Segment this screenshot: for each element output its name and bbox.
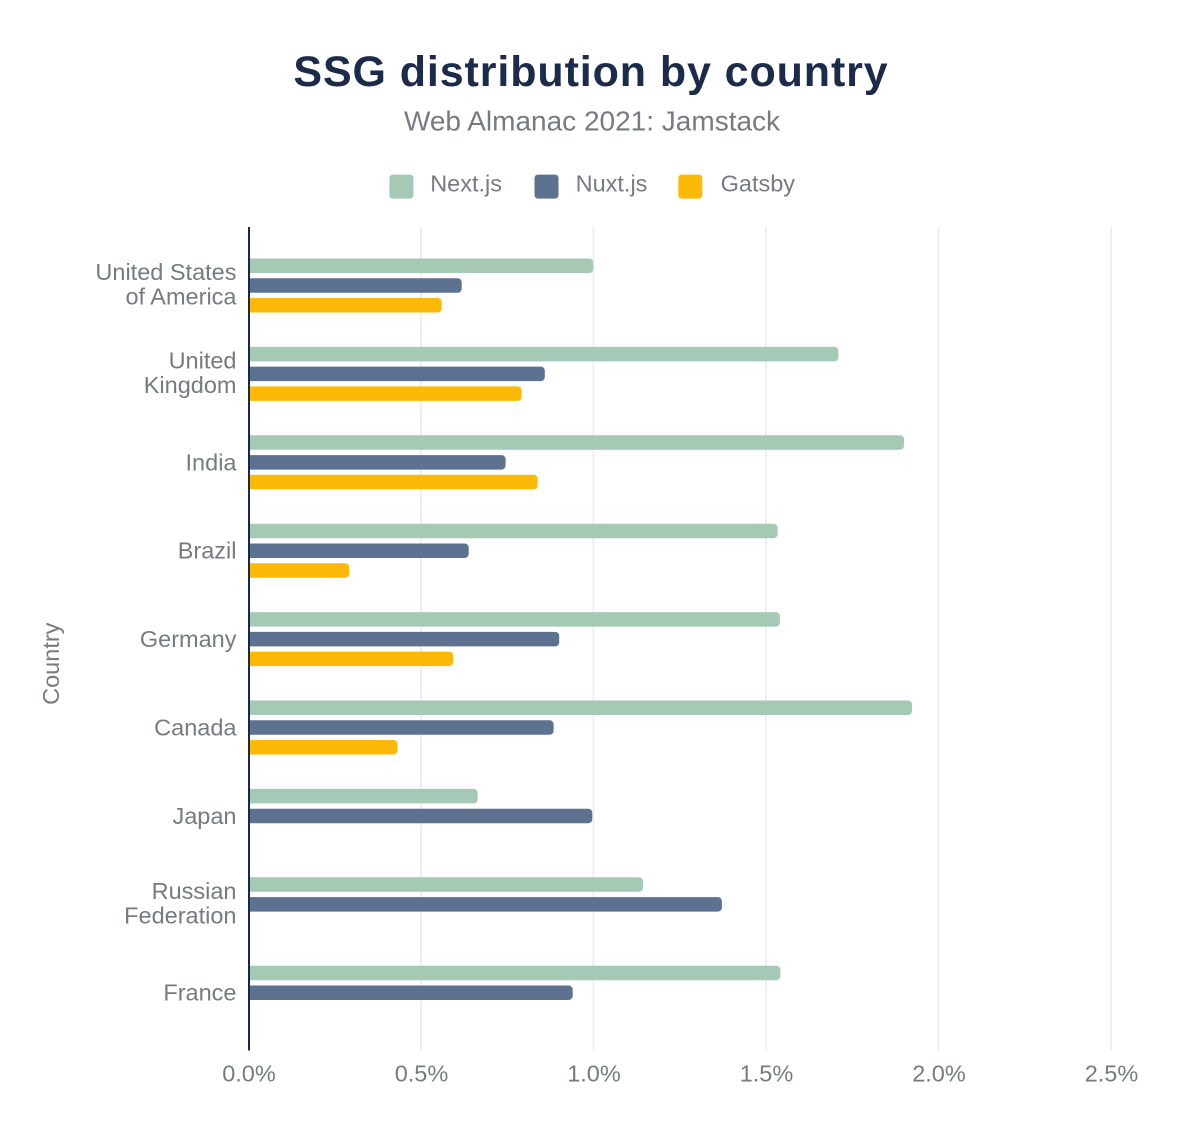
svg-text:Nuxt.js: Nuxt.js	[576, 171, 648, 197]
svg-text:Web Almanac 2021: Jamstack: Web Almanac 2021: Jamstack	[404, 105, 781, 136]
svg-text:United States: United States	[95, 259, 236, 285]
svg-text:2.5%: 2.5%	[1085, 1061, 1139, 1087]
svg-text:1.0%: 1.0%	[567, 1061, 621, 1087]
svg-text:2.0%: 2.0%	[912, 1061, 966, 1087]
svg-text:Canada: Canada	[154, 715, 237, 741]
svg-text:France: France	[163, 980, 236, 1006]
svg-text:Next.js: Next.js	[430, 171, 502, 197]
svg-text:India: India	[186, 449, 238, 475]
svg-text:0.5%: 0.5%	[395, 1061, 449, 1087]
svg-text:Kingdom: Kingdom	[144, 372, 237, 398]
svg-text:SSG distribution by country: SSG distribution by country	[293, 48, 888, 96]
svg-text:0.0%: 0.0%	[222, 1061, 276, 1087]
svg-text:Russian: Russian	[152, 878, 237, 904]
svg-text:Japan: Japan	[172, 803, 236, 829]
svg-text:of America: of America	[125, 284, 237, 310]
svg-text:Brazil: Brazil	[178, 538, 237, 564]
svg-text:Federation: Federation	[124, 902, 236, 928]
svg-text:Gatsby: Gatsby	[721, 171, 796, 197]
svg-text:1.5%: 1.5%	[740, 1061, 794, 1087]
svg-text:United: United	[169, 347, 237, 373]
svg-text:Germany: Germany	[140, 626, 237, 652]
svg-text:Country: Country	[38, 622, 64, 705]
